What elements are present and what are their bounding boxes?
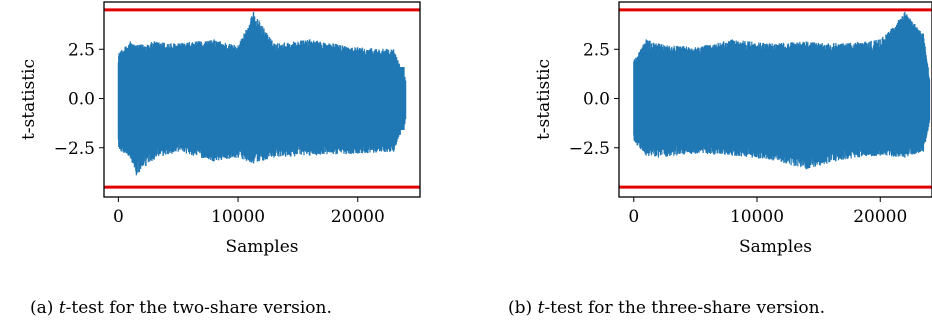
y-tick-label: −2.5 <box>54 139 95 159</box>
chart-a: −2.5 0.0 2.5 0 10000 20000 Samples t-statistic <box>19 1 421 257</box>
y-tick-label: 2.5 <box>583 40 610 60</box>
x-tick-label: 10000 <box>211 207 265 227</box>
x-axis-label: Samples <box>225 237 298 257</box>
caption-a-text: -test for the two-share version. <box>65 298 332 318</box>
y-tick-label: 2.5 <box>68 40 95 60</box>
axes-frame <box>618 1 932 198</box>
caption-b-text: -test for the three-share version. <box>544 298 826 318</box>
y-tick-label: −2.5 <box>569 139 610 159</box>
y-axis-label: t-statistic <box>534 59 554 140</box>
subfigure-a: −2.5 0.0 2.5 0 10000 20000 Samples t-statistic … <box>19 1 421 318</box>
x-tick-label: 0 <box>628 207 639 227</box>
x-tick-label: 20000 <box>331 207 385 227</box>
x-tick-label: 0 <box>113 207 124 227</box>
y-tick-label: 0.0 <box>583 90 610 110</box>
axes-frame <box>103 1 421 198</box>
subfigure-b: −2.5 0.0 2.5 0 10000 20000 Samples t-statistic … <box>466 0 932 333</box>
x-tick-label: 10000 <box>730 207 784 227</box>
y-tick-label: 0.0 <box>68 90 95 110</box>
trace-core-a <box>119 67 405 131</box>
caption-b-stat: t <box>537 298 545 318</box>
y-axis-label: t-statistic <box>19 59 39 140</box>
caption-b: (b) t-test for the three-share version. <box>508 298 825 318</box>
x-tick-label: 20000 <box>853 207 907 227</box>
caption-a-label: (a) <box>30 298 54 318</box>
x-axis-label: Samples <box>739 237 812 257</box>
chart-b: −2.5 0.0 2.5 0 10000 20000 Samples t-statistic <box>534 1 932 257</box>
caption-b-label: (b) <box>508 298 533 318</box>
caption-a-stat: t <box>58 298 66 318</box>
caption-a: (a) t-test for the two-share version. <box>30 298 332 318</box>
trace-core-b <box>634 67 929 131</box>
